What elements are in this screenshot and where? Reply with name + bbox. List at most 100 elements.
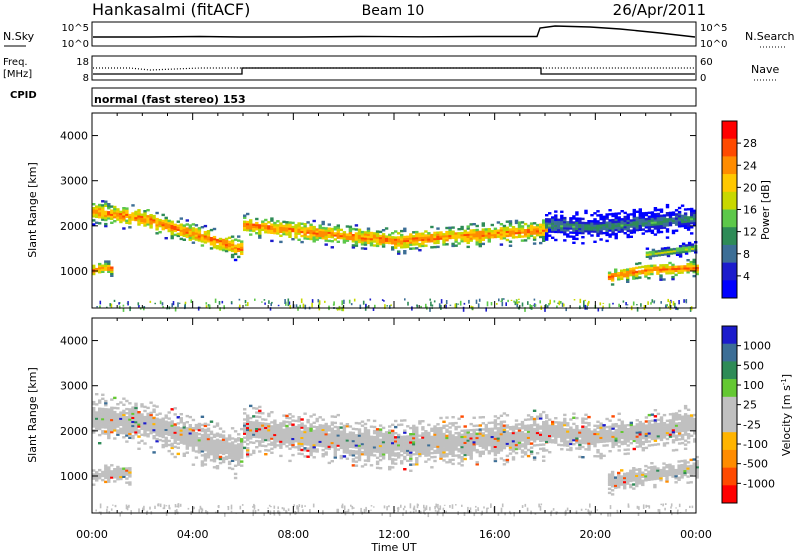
velocity-cell — [599, 452, 603, 456]
velocity-cell — [635, 435, 639, 438]
velocity-cell — [626, 424, 630, 427]
power-cell — [249, 229, 253, 232]
velocity-cell — [448, 422, 452, 425]
velocity-cell — [647, 422, 652, 425]
velocity-cell — [388, 429, 392, 432]
power-cell — [264, 222, 268, 226]
velocity-cell — [306, 455, 310, 458]
velocity-cell — [131, 406, 135, 409]
power-cell — [152, 221, 156, 224]
velocity-cell — [185, 435, 189, 438]
velocity-cell — [194, 427, 199, 431]
velocity-cell — [122, 409, 126, 413]
velocity-cell — [454, 428, 458, 431]
velocity-cell — [484, 440, 488, 443]
velocity-cell — [375, 436, 380, 439]
velocity-cell — [110, 410, 114, 413]
velocity-cell — [554, 441, 558, 444]
velocity-cell — [191, 441, 196, 444]
power-cell — [230, 245, 235, 249]
velocity-cell — [671, 449, 676, 452]
power-speckle — [553, 300, 556, 303]
velocity-cell — [339, 430, 343, 433]
power-cell — [590, 224, 594, 227]
power-cell — [581, 223, 585, 227]
power-cell — [406, 245, 410, 249]
velocity-cell — [143, 430, 147, 433]
velocity-cell — [551, 428, 555, 432]
power-speckle — [445, 304, 447, 309]
power-cell — [650, 211, 655, 214]
velocity-cell — [125, 467, 129, 470]
velocity-cell — [240, 450, 244, 453]
velocity-cell — [215, 452, 220, 456]
velocity-cell — [520, 431, 525, 434]
power-cell — [227, 242, 232, 246]
velocity-cell — [475, 463, 479, 466]
power-cell — [176, 220, 180, 223]
power-speckle — [584, 304, 586, 310]
velocity-cell — [623, 426, 627, 429]
velocity-cell — [312, 443, 316, 447]
velocity-cell — [424, 452, 428, 455]
velocity-cell — [526, 436, 531, 439]
velocity-cell — [635, 431, 639, 434]
velocity-cell — [306, 427, 310, 430]
power-cell — [611, 225, 615, 228]
power-cell — [674, 223, 679, 226]
velocity-cell — [246, 418, 250, 421]
power-cell — [608, 235, 612, 238]
velocity-cell — [514, 439, 519, 443]
power-cell — [644, 226, 649, 229]
power-cell — [563, 231, 567, 234]
power-cell — [197, 239, 202, 242]
power-cell — [674, 217, 679, 220]
velocity-cell — [466, 431, 470, 434]
velocity-cell — [321, 430, 325, 433]
velocity-cell — [237, 443, 241, 446]
power-cell — [230, 235, 235, 238]
power-cell — [366, 235, 371, 238]
velocity-cell — [665, 441, 670, 445]
velocity-cell — [243, 424, 247, 427]
velocity-cell — [454, 444, 458, 447]
power-cell — [249, 225, 253, 228]
velocity-cell — [584, 413, 588, 416]
velocity-cell — [116, 419, 120, 422]
velocity-cell — [336, 426, 340, 429]
velocity-cell — [454, 442, 458, 445]
velocity-cell — [140, 403, 144, 406]
velocity-cell — [330, 443, 334, 447]
velocity-cell — [249, 429, 253, 432]
power-cell — [554, 218, 558, 221]
power-cell — [499, 227, 504, 230]
power-cell — [566, 227, 570, 230]
power-cell — [611, 227, 615, 230]
velocity-cell — [363, 459, 368, 462]
power-cell — [412, 235, 416, 238]
power-cell — [116, 210, 120, 213]
velocity-cell — [451, 434, 455, 437]
power-cell — [695, 272, 699, 276]
velocity-cell — [629, 425, 633, 429]
velocity-cell — [683, 417, 688, 420]
velocity-cell — [617, 428, 621, 432]
velocity-cell — [596, 438, 600, 442]
velocity-cell — [170, 420, 174, 423]
power-cell — [692, 264, 696, 268]
power-cell — [327, 231, 331, 234]
velocity-cell — [366, 419, 371, 422]
velocity-cell — [403, 443, 407, 446]
velocity-cell — [224, 451, 229, 454]
velocity-cell — [690, 424, 694, 427]
power-cell — [215, 245, 220, 248]
power-cell — [237, 239, 241, 242]
power-cell — [391, 238, 395, 241]
power-cell — [587, 222, 591, 225]
velocity-cell — [140, 439, 144, 443]
power-cell — [669, 252, 674, 255]
velocity-cell — [173, 435, 177, 438]
velocity-cell — [182, 426, 186, 429]
velocity-cell — [98, 423, 102, 427]
power-cell — [590, 234, 594, 237]
